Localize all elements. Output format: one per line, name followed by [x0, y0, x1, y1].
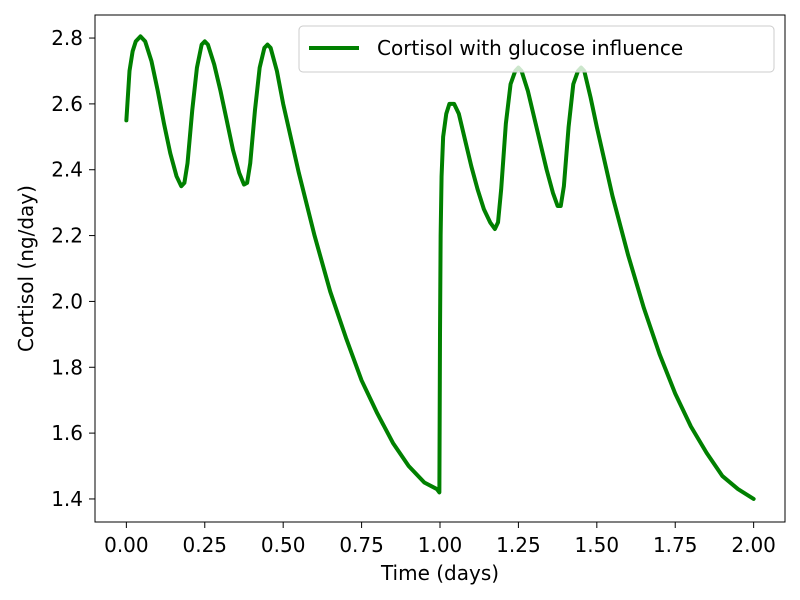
y-tick-label: 1.8 [51, 355, 83, 379]
y-tick-label: 2.6 [51, 92, 83, 116]
legend-entry-label: Cortisol with glucose influence [377, 36, 683, 60]
x-tick-label: 1.25 [496, 533, 541, 557]
x-tick-label: 1.50 [575, 533, 620, 557]
y-axis-label: Cortisol (ng/day) [14, 185, 38, 352]
y-tick-label: 1.4 [51, 487, 83, 511]
y-tick-label: 2.8 [51, 26, 83, 50]
y-tick-label: 2.0 [51, 289, 83, 313]
y-tick-label: 2.4 [51, 158, 83, 182]
x-tick-label: 0.00 [104, 533, 149, 557]
x-tick-label: 2.00 [731, 533, 776, 557]
y-tick-label: 1.6 [51, 421, 83, 445]
legend-box [298, 25, 775, 73]
x-tick-label: 0.75 [339, 533, 384, 557]
x-tick-label: 1.00 [418, 533, 463, 557]
x-tick-label: 0.50 [261, 533, 306, 557]
x-axis: 0.00 0.25 0.50 0.75 1.00 1.25 1.50 1.75 2.00 [104, 522, 776, 557]
series-line-0 [124, 34, 756, 501]
x-tick-label: 0.25 [183, 533, 228, 557]
legend: Cortisol with glucose influence [298, 25, 775, 73]
x-axis-label: Time (days) [380, 561, 499, 585]
series-layer [124, 34, 756, 501]
y-axis: 1.4 1.6 1.8 2.0 2.2 2.4 2.6 2.8 [51, 26, 95, 511]
y-tick-label: 2.2 [51, 224, 83, 248]
x-tick-label: 1.75 [653, 533, 698, 557]
